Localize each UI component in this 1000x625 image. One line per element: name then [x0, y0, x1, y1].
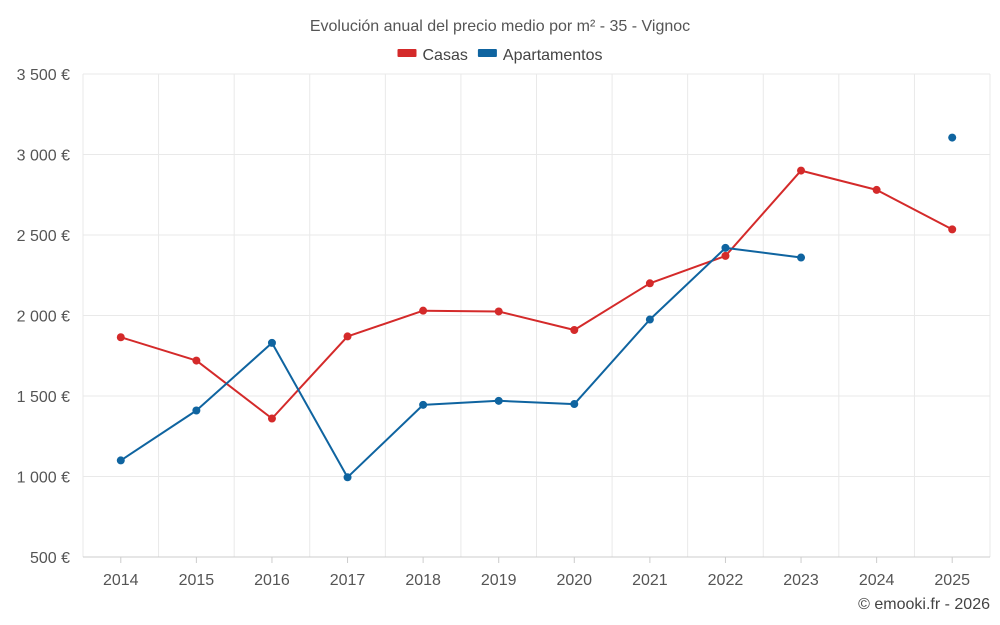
x-tick-label: 2018	[405, 572, 441, 589]
legend-swatch	[477, 49, 497, 57]
series-apartamentos	[116, 133, 957, 482]
legend-label: Casas	[423, 47, 468, 64]
data-point[interactable]	[267, 338, 276, 347]
data-point[interactable]	[797, 253, 806, 262]
data-point[interactable]	[116, 456, 125, 465]
legend: Casas Apartamentos	[397, 47, 603, 64]
y-tick-label: 1 500 €	[17, 389, 70, 406]
x-tick-label: 2023	[783, 572, 819, 589]
x-tick-label: 2022	[708, 572, 744, 589]
x-axis: 2014 2015 2016 2017 2018 2019 2020 2021 2022 2023…	[83, 556, 990, 589]
series-casas	[116, 166, 957, 423]
series-layer	[116, 133, 957, 482]
data-point[interactable]	[192, 356, 201, 365]
data-point[interactable]	[797, 166, 806, 175]
x-tick-label: 2019	[481, 572, 517, 589]
data-point[interactable]	[948, 225, 957, 234]
legend-item-casas[interactable]: Casas	[397, 47, 468, 64]
data-point[interactable]	[116, 333, 125, 342]
data-point[interactable]	[192, 406, 201, 415]
y-tick-label: 1 000 €	[17, 470, 70, 487]
credit-text: © emooki.fr - 2026	[858, 596, 990, 613]
grid	[82, 73, 991, 558]
data-point[interactable]	[494, 307, 503, 316]
data-point[interactable]	[948, 133, 957, 142]
data-point[interactable]	[343, 473, 352, 482]
x-tick-label: 2017	[330, 572, 366, 589]
data-point[interactable]	[419, 400, 428, 409]
data-point[interactable]	[721, 243, 730, 252]
x-tick-label: 2025	[934, 572, 970, 589]
series-line	[120, 169, 953, 420]
data-point[interactable]	[267, 414, 276, 423]
legend-label: Apartamentos	[503, 47, 603, 64]
chart-title: Evolución anual del precio medio por m² …	[310, 18, 690, 35]
y-tick-label: 2 000 €	[17, 309, 70, 326]
data-point[interactable]	[645, 315, 654, 324]
legend-swatch	[397, 49, 417, 57]
x-tick-label: 2015	[179, 572, 215, 589]
data-point[interactable]	[570, 400, 579, 409]
x-tick-label: 2014	[103, 572, 139, 589]
legend-item-apartamentos[interactable]: Apartamentos	[477, 47, 603, 64]
data-point[interactable]	[494, 396, 503, 405]
y-tick-label: 3 000 €	[17, 148, 70, 165]
data-point[interactable]	[872, 185, 881, 194]
data-point[interactable]	[570, 325, 579, 334]
y-tick-label: 2 500 €	[17, 228, 70, 245]
data-point[interactable]	[645, 279, 654, 288]
x-tick-label: 2024	[859, 572, 895, 589]
x-tick-label: 2016	[254, 572, 290, 589]
y-tick-label: 3 500 €	[17, 67, 70, 84]
x-tick-label: 2021	[632, 572, 668, 589]
y-axis: 500 € 1 000 € 1 500 € 2 000 € 2 500 € 3 000 €…	[17, 67, 70, 567]
data-point[interactable]	[343, 332, 352, 341]
y-tick-label: 500 €	[30, 550, 70, 567]
data-point[interactable]	[721, 251, 730, 260]
data-point[interactable]	[419, 306, 428, 315]
x-tick-label: 2020	[556, 572, 592, 589]
